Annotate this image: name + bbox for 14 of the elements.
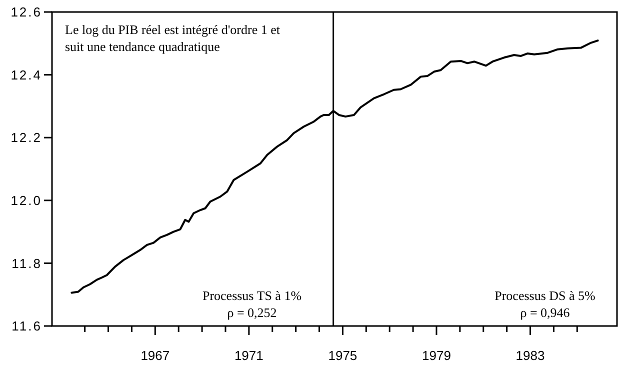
y-tick-label: 12.0 [10,192,42,208]
annotation: Le log du PIB réel est intégré d'ordre 1 et suit une tendance quadratique [65,22,280,54]
x-tick-label: 1979 [422,348,451,363]
x-tick-label: 1983 [516,348,545,363]
y-tick-label: 12.6 [10,4,42,20]
y-tick-label: 12.2 [10,130,42,146]
x-tick-label: 1975 [328,348,358,363]
x-tick-label: 1967 [140,348,170,363]
y-tick-label: 12.4 [10,67,42,82]
x-tick-label: 1971 [234,348,264,363]
y-tick-label: 11.8 [12,256,42,271]
annotation: Processus TS à 1% ρ = 0,252 [202,288,302,320]
y-tick-label: 11.6 [12,318,42,334]
annotation: Processus DS à 5% ρ = 0,946 [494,288,596,320]
